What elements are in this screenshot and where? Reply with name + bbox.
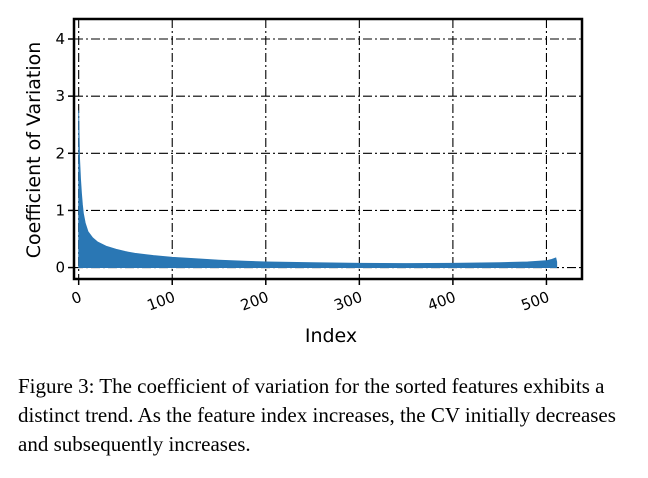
chart: 0 100 200 300 400 500 0 1 2 3 4 Index Coefficient…: [23, 17, 584, 347]
x-tick-label-300: 300: [332, 288, 365, 315]
y-axis: 0 1 2 3 4: [55, 30, 74, 277]
y-tick-label-3: 3: [55, 87, 65, 105]
x-tick-label-100: 100: [145, 288, 178, 315]
y-tick-label-4: 4: [55, 30, 65, 48]
y-tick-label-1: 1: [55, 201, 65, 219]
x-tick-label-200: 200: [238, 288, 271, 315]
plot-frame: [72, 17, 584, 281]
x-tick-label-500: 500: [519, 288, 552, 315]
y-tick-label-2: 2: [55, 144, 65, 162]
y-tick-label-0: 0: [55, 259, 65, 277]
figure-caption: Figure 3: The coefficient of variation f…: [18, 374, 616, 456]
x-tick-label-400: 400: [425, 288, 458, 315]
x-axis: 0 100 200 300 400 500: [69, 279, 552, 315]
x-axis-label: Index: [305, 325, 357, 347]
y-axis-label: Coefficient of Variation: [23, 42, 45, 259]
x-tick-label-0: 0: [69, 288, 84, 308]
grid: [74, 19, 582, 279]
cv-area-series: [78, 110, 558, 268]
